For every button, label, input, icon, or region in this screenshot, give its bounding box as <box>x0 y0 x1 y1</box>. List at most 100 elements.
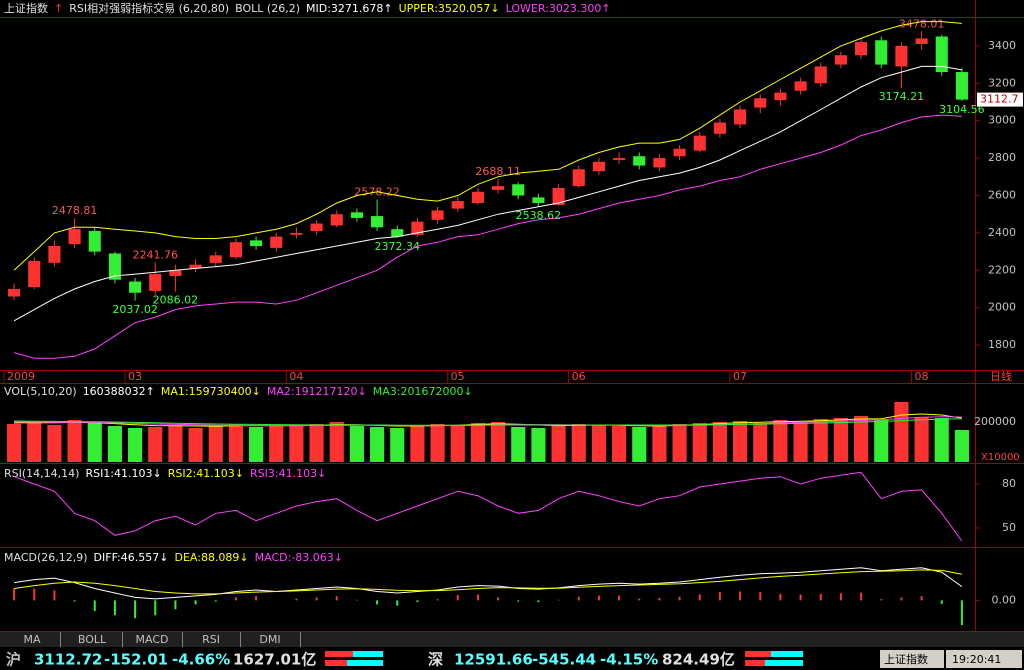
header-label: MID:3271.678↑ <box>306 2 393 15</box>
header-label: MA3:201672000↓ <box>373 385 473 398</box>
market: 深 <box>428 651 443 669</box>
volume-bar <box>430 424 445 462</box>
series-line <box>14 567 963 600</box>
header-label: UPPER:3520.057↓ <box>399 2 500 15</box>
x-tick-label: 2009 <box>7 370 35 383</box>
volume-bar <box>47 425 62 462</box>
tab[interactable]: MA <box>23 633 40 646</box>
candle-body <box>189 264 202 269</box>
series-line <box>14 569 962 595</box>
volume-bar <box>410 426 425 462</box>
volume-bar <box>269 426 284 462</box>
turnover: 1627.01亿 <box>233 651 316 669</box>
volume-bar <box>208 425 223 462</box>
candle-body <box>834 55 847 65</box>
tab-bar: MA BOLL MACD RSI DMI <box>0 632 1024 647</box>
y-tick-label: 1800 <box>988 338 1016 351</box>
header-label: LOWER:3023.300↑ <box>506 2 611 15</box>
candle-body <box>713 122 726 134</box>
candle-body <box>471 191 484 203</box>
clock-bg <box>946 650 1022 668</box>
index-button-bg[interactable] <box>880 650 944 668</box>
breadth-bar <box>325 651 383 666</box>
y-tick-label: 0.00 <box>992 593 1017 606</box>
candle-body <box>250 240 263 246</box>
header-label: BOLL (26,2) <box>235 2 300 15</box>
header-label: RSI2:41.103↓ <box>168 467 244 480</box>
candle-body <box>451 201 464 209</box>
y-tick-label: 3000 <box>988 114 1016 127</box>
candle-body <box>653 158 666 168</box>
tab[interactable]: RSI <box>202 633 220 646</box>
candle-body <box>411 221 424 235</box>
candle-body <box>532 197 545 203</box>
candle-body <box>734 109 747 125</box>
frame <box>0 0 1024 632</box>
y-tick-label: 2800 <box>988 151 1016 164</box>
volume-bar <box>833 418 848 462</box>
candle-body <box>129 281 142 293</box>
x-tick-label: 08 <box>915 370 929 383</box>
candle-body <box>592 161 605 172</box>
volume-bar <box>228 424 243 462</box>
price-annotation: 3174.21 <box>879 90 925 103</box>
header-label: DIFF:46.557↓ <box>94 551 169 564</box>
candle-body <box>814 66 827 84</box>
candle-body <box>108 253 121 280</box>
volume-bar <box>531 428 546 462</box>
candle-body <box>209 255 222 263</box>
period-label: 日线 <box>990 369 1012 383</box>
candle-body <box>633 156 646 166</box>
candle-body <box>169 270 182 276</box>
header-label: MACD:-83.063↓ <box>255 551 343 564</box>
volume-bar <box>289 425 304 462</box>
candle-body <box>895 45 908 67</box>
volume-bar <box>470 423 485 462</box>
volume-bar <box>652 425 667 462</box>
candle-body <box>875 40 888 65</box>
header-label: RSI(14,14,14) <box>4 467 79 480</box>
candle-body <box>290 232 303 235</box>
header-label: RSI相对强弱指标交易 (6,20,80) <box>69 1 229 15</box>
candle-body <box>431 210 444 220</box>
x-tick-label: 04 <box>289 370 303 383</box>
change: -545.44 <box>532 651 596 669</box>
candle-body <box>68 229 81 245</box>
y-tick-label: 2600 <box>988 188 1016 201</box>
price-annotation: 2372.34 <box>375 240 421 253</box>
volume-bar <box>813 419 828 462</box>
volume-bar <box>712 422 727 462</box>
candle-body <box>330 214 343 226</box>
header-label: RSI3:41.103↓ <box>250 467 326 480</box>
volume-bar <box>329 422 344 462</box>
volume-bar <box>511 427 526 462</box>
y-tick-label: 2200 <box>988 263 1016 276</box>
unit-label: X10000 <box>981 452 1020 463</box>
tab[interactable]: MACD <box>136 633 169 646</box>
candle-body <box>28 260 41 288</box>
y-tick-label: 3200 <box>988 76 1016 89</box>
candle-body <box>915 38 928 44</box>
index-button[interactable]: 上证指数 <box>884 652 928 666</box>
volume-bar <box>491 422 506 462</box>
tab[interactable]: BOLL <box>78 633 107 646</box>
candle-body <box>48 245 61 263</box>
volume-bar <box>67 420 82 462</box>
volume-bar <box>692 423 707 462</box>
series-line <box>13 471 963 542</box>
candle-body <box>794 81 807 91</box>
volume-bar <box>854 416 869 462</box>
volume-bar <box>390 428 405 462</box>
volume-bar <box>309 424 324 462</box>
volume-bar <box>27 422 42 462</box>
header-label: VOL(5,10,20) <box>4 385 77 398</box>
volume-bar <box>107 426 122 462</box>
volume-bar <box>571 424 586 462</box>
tab[interactable]: DMI <box>259 633 280 646</box>
volume-bar <box>591 425 606 462</box>
candle-body <box>512 184 525 196</box>
candle-body <box>8 289 21 297</box>
header-label: ↑ <box>54 2 63 15</box>
volume-bar <box>793 422 808 462</box>
